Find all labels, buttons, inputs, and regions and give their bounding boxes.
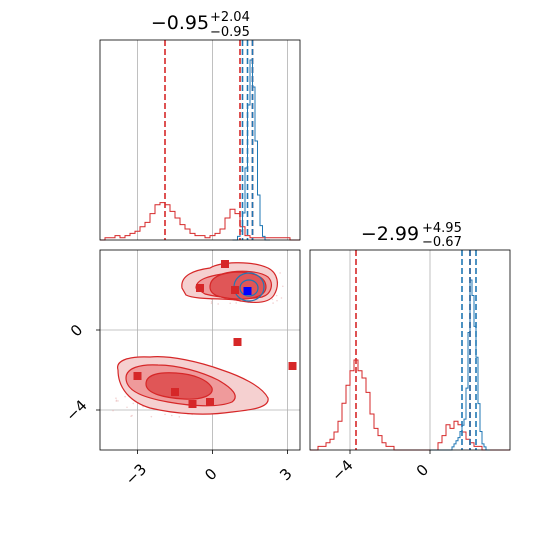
marginal-y-title-lower: −0.67 (422, 235, 462, 250)
marginal-y-grid (349, 250, 431, 450)
marginal-y-title: −2.99 (361, 223, 419, 245)
marginal-x-quantile-lines (164, 40, 254, 240)
contour-upper-inner (209, 271, 267, 300)
sample-dot (272, 302, 274, 304)
sample-dot (150, 415, 153, 418)
sample-dot (282, 285, 284, 288)
sample-dot (132, 402, 135, 405)
joint-x-ticks: −3 0 3 (122, 450, 296, 489)
marginal-y-quantile-lines (355, 250, 477, 450)
sample-dot (117, 400, 119, 402)
sample-dot (130, 415, 132, 418)
sample-dot (271, 298, 274, 301)
marginal-x-frame (99, 39, 301, 241)
contour-blue-inner (239, 279, 259, 297)
joint-panel: −3 0 3 0 −4 (62, 249, 301, 489)
marginal-y-panel: −4 0 −2.99 +4.95 −0.67 (309, 221, 511, 485)
sample-dot (229, 302, 231, 305)
sample-dot (210, 301, 213, 303)
sample-dot (275, 294, 278, 297)
marker-red-1 (196, 284, 204, 292)
sample-dot (170, 414, 173, 417)
histogram-red (100, 202, 300, 241)
marginal-x-panel: −0.95 +2.04 −0.95 (99, 10, 301, 241)
sample-dot (178, 416, 181, 418)
marker-red-6 (188, 400, 197, 408)
sample-dot (210, 302, 213, 305)
x-tick-label-1: 0 (413, 461, 432, 480)
y-tick-label-0: 0 (67, 321, 86, 340)
sample-dot (235, 302, 238, 304)
x-tick-label-0: −4 (328, 456, 356, 484)
y-tick-label-1: −4 (62, 396, 90, 424)
sample-dot (112, 409, 114, 412)
marker-red-4 (133, 372, 142, 380)
marginal-x-grid (137, 40, 288, 240)
x-tick-label-2: 3 (276, 465, 295, 484)
sample-dot (276, 299, 278, 302)
marginal-x-title-value: −0.95 (151, 12, 209, 34)
sample-dot (164, 413, 166, 416)
marginal-y-histograms (310, 279, 510, 451)
marker-red-2 (231, 286, 239, 294)
marginal-x-title-lower: −0.95 (210, 25, 250, 40)
marker-red-5 (171, 388, 179, 396)
marker-red-3 (233, 338, 242, 346)
sample-dot (279, 272, 281, 274)
marginal-y-x-ticks: −4 0 (328, 450, 432, 485)
joint-markers (133, 260, 297, 408)
marker-red-8 (288, 362, 297, 370)
sample-dot (124, 395, 126, 398)
marker-red-0 (221, 260, 229, 268)
marker-blue-0 (243, 287, 252, 295)
sample-dot (217, 303, 219, 305)
x-tick-label-1: 0 (201, 465, 220, 484)
marker-red-7 (206, 398, 214, 406)
joint-contours (117, 262, 278, 415)
joint-y-ticks: 0 −4 (62, 321, 100, 425)
marginal-y-title-upper: +4.95 (422, 221, 462, 236)
sample-dot (115, 397, 117, 400)
joint-frame (99, 249, 301, 451)
sample-dot (115, 400, 118, 402)
marginal-y-frame (309, 249, 511, 451)
marginal-x-histograms (100, 59, 300, 241)
marginal-x-title-upper: +2.04 (210, 10, 250, 25)
marginal-y-title-value: −2.99 (361, 223, 419, 245)
x-tick-label-0: −3 (122, 460, 150, 488)
contour-lower-inner (145, 372, 213, 400)
marginal-x-title: −0.95 (151, 12, 209, 34)
sample-dot (280, 297, 283, 299)
sample-dot (126, 406, 128, 409)
histogram-blue (232, 59, 270, 241)
